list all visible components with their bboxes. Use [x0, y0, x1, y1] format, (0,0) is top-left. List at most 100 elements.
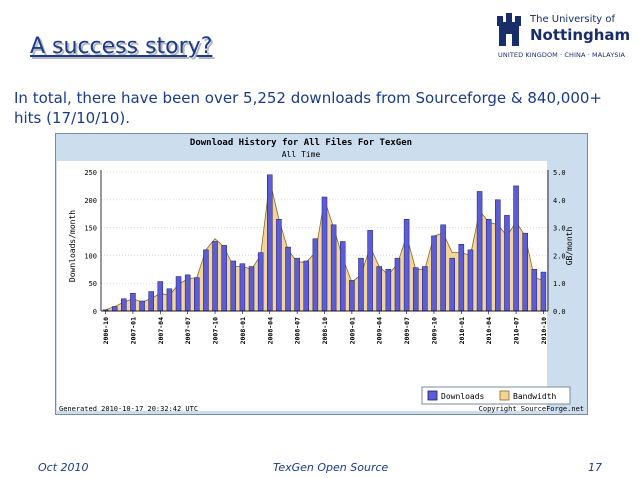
logo-line-2: Nottingham: [530, 26, 631, 44]
x-tick-label: 2009-04: [376, 317, 384, 344]
downloads-bar: [184, 274, 191, 312]
x-tick-label: 2008-01: [239, 317, 247, 344]
downloads-bar: [476, 191, 483, 312]
downloads-bar: [367, 230, 373, 312]
downloads-bar: [458, 244, 465, 312]
y-tick-label: 0: [93, 308, 97, 316]
downloads-bar: [221, 245, 227, 312]
downloads-bar: [194, 277, 200, 312]
downloads-bar: [485, 219, 492, 312]
downloads-bar: [267, 174, 273, 312]
x-tick-label: 2010-07: [513, 317, 521, 344]
downloads-bar: [504, 215, 510, 312]
downloads-bar: [166, 288, 173, 312]
y2-axis-label: GB/month: [565, 227, 574, 266]
footer-page-number: 17: [588, 461, 602, 474]
downloads-bar: [495, 199, 501, 312]
chart-footer-copyright: Copyright SourceForge.net: [479, 405, 584, 413]
downloads-bar: [376, 266, 382, 312]
downloads-bar: [394, 257, 401, 312]
x-tick-label: 2010-10: [540, 317, 548, 344]
x-tick-label: 2009-01: [348, 317, 356, 344]
footer-project: TexGen Open Source: [273, 461, 389, 474]
downloads-bar: [276, 219, 282, 312]
x-tick-label: 2009-10: [430, 317, 438, 344]
downloads-bar: [257, 252, 264, 312]
downloads-bar: [522, 232, 528, 312]
downloads-bar: [285, 246, 291, 312]
logo-line-3: UNITED KINGDOM · CHINA · MALAYSIA: [498, 51, 626, 59]
y-tick-label: 100: [84, 252, 97, 260]
y2-tick-label: 3.0: [553, 225, 566, 233]
chart-title: Download History for All Files For TexGe…: [190, 137, 412, 148]
downloads-bar: [203, 249, 209, 312]
downloads-bar: [230, 260, 237, 312]
y-axis-label: Downloads/month: [68, 210, 77, 282]
x-tick-label: 2006-10: [102, 317, 110, 344]
downloads-bar: [403, 219, 410, 312]
chart-footer-generated: Generated 2010-10-17 20:32:42 UTC: [59, 405, 198, 413]
downloads-bar: [330, 224, 337, 312]
y-tick-label: 200: [84, 197, 97, 205]
y2-tick-label: 0.0: [553, 308, 566, 316]
downloads-bar: [422, 266, 428, 312]
chart-subtitle: All Time: [282, 150, 321, 159]
y-tick-label: 250: [84, 169, 97, 177]
footer-date: Oct 2010: [38, 461, 89, 474]
downloads-bar: [349, 280, 355, 312]
downloads-bar: [467, 249, 474, 312]
x-tick-label: 2008-07: [294, 317, 302, 344]
downloads-bar: [121, 298, 127, 312]
legend-swatch-bandwidth: [499, 390, 510, 401]
downloads-bar: [339, 241, 346, 312]
x-tick-label: 2008-10: [321, 317, 329, 344]
downloads-bar: [148, 291, 154, 312]
y-tick-label: 50: [89, 280, 97, 288]
download-history-chart: Download History for All Files For TexGe…: [55, 133, 588, 415]
downloads-bar: [440, 224, 446, 312]
downloads-bar: [239, 263, 246, 312]
legend-swatch-downloads: [427, 390, 438, 401]
chart-legend: Downloads Bandwidth: [421, 386, 571, 405]
downloads-bar: [248, 266, 255, 312]
y2-tick-label: 5.0: [553, 169, 566, 177]
downloads-bar: [385, 269, 392, 312]
downloads-bar: [130, 292, 136, 312]
downloads-bar: [531, 269, 538, 312]
logo-line-1: The University of: [530, 14, 616, 25]
downloads-bar: [358, 257, 364, 312]
downloads-bar: [139, 300, 145, 312]
chart-canvas: Download History for All Files For TexGe…: [57, 137, 584, 413]
downloads-bar: [212, 241, 218, 312]
x-tick-label: 2009-07: [403, 317, 411, 344]
downloads-bar: [294, 257, 300, 312]
university-logo: The University of Nottingham UNITED KING…: [494, 12, 634, 62]
y2-tick-label: 4.0: [553, 197, 566, 205]
downloads-bar: [303, 260, 310, 312]
downloads-bar: [111, 306, 118, 312]
downloads-bar: [157, 281, 164, 312]
downloads-bar: [321, 196, 328, 312]
x-tick-label: 2008-04: [266, 317, 274, 344]
y2-tick-label: 1.0: [553, 280, 566, 288]
legend-label-bandwidth: Bandwidth: [513, 392, 557, 401]
x-tick-label: 2007-07: [184, 317, 192, 344]
x-tick-label: 2007-01: [129, 317, 137, 344]
x-tick-label: 2007-10: [212, 317, 220, 344]
slide-title: A success story?: [30, 34, 213, 59]
downloads-bar: [175, 276, 182, 312]
downloads-bar: [312, 238, 319, 312]
y-tick-label: 150: [84, 225, 97, 233]
y2-tick-label: 2.0: [553, 252, 566, 260]
legend-label-downloads: Downloads: [441, 392, 485, 401]
x-tick-label: 2010-01: [458, 317, 466, 344]
downloads-bar: [540, 271, 547, 312]
downloads-bar: [513, 185, 519, 312]
downloads-bar: [412, 267, 419, 312]
x-tick-label: 2007-04: [157, 317, 165, 344]
castle-crest-icon: [497, 13, 521, 46]
intro-text: In total, there have been over 5,252 dow…: [14, 89, 602, 127]
downloads-bar: [449, 257, 455, 312]
x-tick-label: 2010-04: [485, 317, 493, 344]
downloads-bar: [431, 235, 437, 312]
